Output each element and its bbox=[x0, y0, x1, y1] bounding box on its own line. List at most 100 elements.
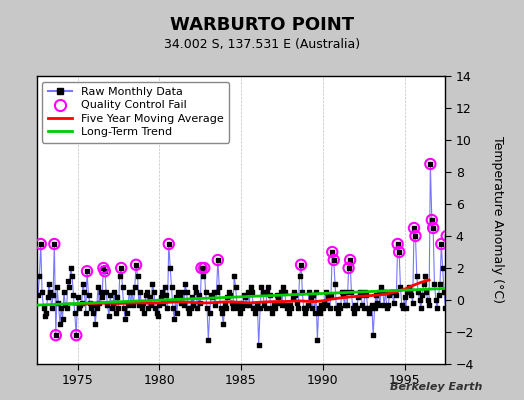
Point bbox=[221, 302, 229, 308]
Point bbox=[370, 305, 379, 311]
Point bbox=[342, 289, 350, 295]
Point bbox=[274, 294, 282, 300]
Point bbox=[403, 289, 411, 295]
Point bbox=[392, 292, 400, 298]
Point bbox=[176, 292, 184, 298]
Point bbox=[368, 302, 376, 308]
Point bbox=[180, 302, 188, 308]
Point bbox=[103, 302, 112, 308]
Point bbox=[248, 289, 256, 295]
Point bbox=[35, 273, 43, 279]
Point bbox=[351, 302, 359, 308]
Point bbox=[163, 305, 172, 311]
Point bbox=[253, 302, 261, 308]
Point bbox=[134, 273, 142, 279]
Point bbox=[199, 273, 207, 279]
Point bbox=[340, 302, 348, 308]
Point bbox=[399, 305, 408, 311]
Point bbox=[280, 289, 289, 295]
Point bbox=[346, 257, 354, 263]
Text: Berkeley Earth: Berkeley Earth bbox=[390, 382, 482, 392]
Point bbox=[193, 305, 202, 311]
Point bbox=[107, 305, 116, 311]
Point bbox=[385, 292, 394, 298]
Point bbox=[324, 294, 332, 300]
Point bbox=[232, 284, 240, 290]
Point bbox=[150, 289, 158, 295]
Point bbox=[78, 300, 86, 306]
Point bbox=[321, 289, 330, 295]
Point bbox=[112, 310, 120, 316]
Point bbox=[98, 294, 106, 300]
Point bbox=[293, 300, 301, 306]
Point bbox=[303, 302, 312, 308]
Point bbox=[82, 310, 90, 316]
Point bbox=[272, 292, 281, 298]
Point bbox=[165, 241, 173, 247]
Point bbox=[219, 321, 227, 327]
Point bbox=[137, 305, 146, 311]
Point bbox=[418, 292, 427, 298]
Point bbox=[257, 284, 266, 290]
Point bbox=[420, 281, 428, 287]
Point bbox=[239, 292, 248, 298]
Point bbox=[417, 305, 425, 311]
Point bbox=[381, 289, 389, 295]
Point bbox=[347, 289, 356, 295]
Point bbox=[330, 257, 338, 263]
Point bbox=[244, 289, 252, 295]
Point bbox=[445, 289, 454, 295]
Point bbox=[130, 284, 139, 290]
Point bbox=[139, 300, 147, 306]
Point bbox=[216, 305, 225, 311]
Point bbox=[433, 305, 441, 311]
Point bbox=[94, 284, 102, 290]
Point bbox=[309, 292, 318, 298]
Point bbox=[442, 233, 451, 239]
Point bbox=[298, 289, 307, 295]
Point bbox=[252, 305, 260, 311]
Point bbox=[148, 281, 157, 287]
Point bbox=[428, 217, 436, 223]
Point bbox=[286, 302, 294, 308]
Point bbox=[144, 305, 152, 311]
Point bbox=[400, 294, 409, 300]
Point bbox=[141, 292, 150, 298]
Point bbox=[205, 310, 214, 316]
Point bbox=[87, 305, 95, 311]
Point bbox=[411, 233, 420, 239]
Point bbox=[203, 305, 211, 311]
Point bbox=[195, 292, 203, 298]
Point bbox=[169, 305, 177, 311]
Point bbox=[211, 302, 220, 308]
Point bbox=[114, 305, 123, 311]
Point bbox=[147, 302, 155, 308]
Point bbox=[105, 313, 113, 319]
Point bbox=[50, 241, 59, 247]
Point bbox=[135, 302, 143, 308]
Point bbox=[200, 265, 209, 271]
Point bbox=[140, 310, 148, 316]
Point bbox=[156, 294, 165, 300]
Point bbox=[106, 292, 114, 298]
Point bbox=[365, 310, 373, 316]
Point bbox=[143, 289, 151, 295]
Point bbox=[230, 273, 238, 279]
Point bbox=[312, 289, 320, 295]
Point bbox=[43, 294, 52, 300]
Point bbox=[364, 305, 372, 311]
Point bbox=[58, 316, 67, 322]
Point bbox=[359, 305, 368, 311]
Point bbox=[287, 305, 296, 311]
Point bbox=[208, 294, 216, 300]
Point bbox=[89, 310, 97, 316]
Point bbox=[358, 302, 367, 308]
Point bbox=[301, 310, 309, 316]
Point bbox=[74, 305, 83, 311]
Point bbox=[83, 268, 91, 274]
Point bbox=[336, 305, 345, 311]
Point bbox=[155, 302, 163, 308]
Point bbox=[348, 305, 357, 311]
Point bbox=[64, 278, 72, 284]
Point bbox=[69, 292, 78, 298]
